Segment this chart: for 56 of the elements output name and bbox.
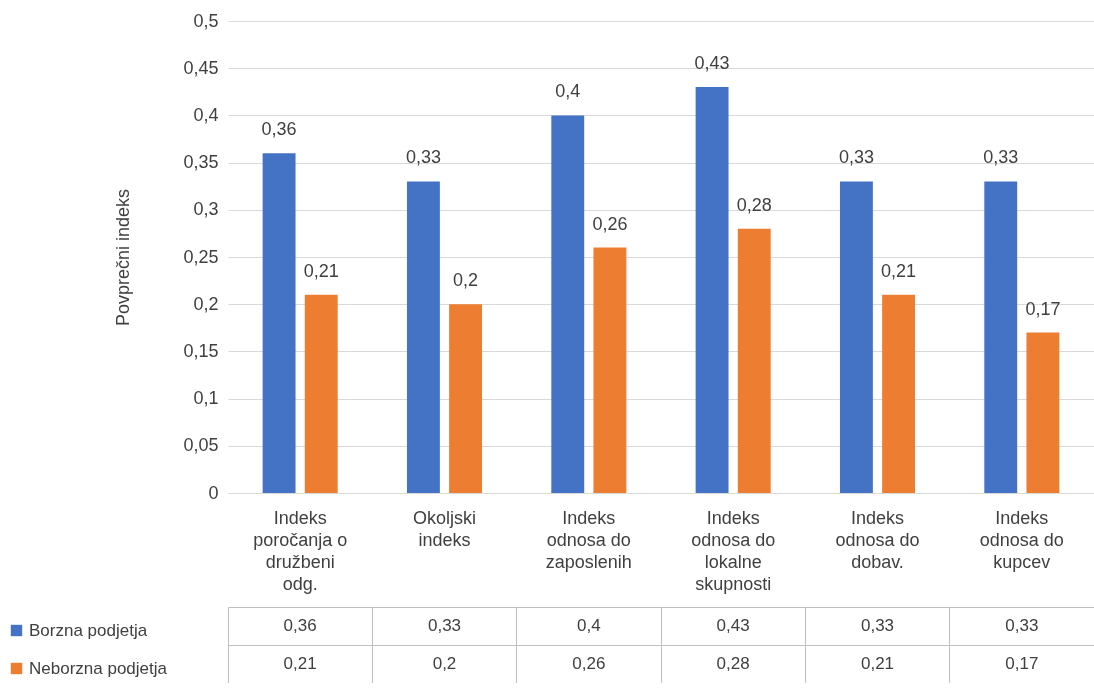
text: 0,4 bbox=[555, 81, 581, 102]
y-tick-label: 0,3 bbox=[193, 199, 219, 220]
text: 0,33 bbox=[983, 147, 1019, 168]
y-tick-label: 0,25 bbox=[183, 246, 219, 267]
text: 0,17 bbox=[1025, 298, 1061, 319]
text: 0,33 bbox=[838, 147, 874, 168]
x-tick-label: Okoljski indeks bbox=[412, 507, 477, 550]
y-tick-label: 0,35 bbox=[183, 152, 219, 173]
x-tick-label: Indeks odnosa do kupcev bbox=[979, 507, 1064, 572]
data-label: 0,17 bbox=[1005, 654, 1039, 673]
data-label: 0,36 bbox=[283, 616, 317, 635]
bar bbox=[839, 181, 873, 493]
text: 0,33 bbox=[405, 147, 441, 168]
bar bbox=[737, 228, 771, 493]
data-label: 0,33 bbox=[860, 616, 895, 635]
bar bbox=[1026, 332, 1060, 493]
bar bbox=[593, 247, 627, 493]
data-label: 0,4 bbox=[577, 616, 601, 635]
y-tick-label: 0,4 bbox=[193, 104, 219, 125]
y-tick-label: 0,15 bbox=[183, 340, 219, 361]
bar bbox=[882, 294, 916, 493]
data-label: 0,21 bbox=[860, 654, 895, 673]
x-tick-label: Indeks odnosa do zaposlenih bbox=[545, 507, 632, 572]
x-tick-label: Indeks odnosa do lokalne skupnosti bbox=[691, 507, 776, 594]
text: 0,2 bbox=[453, 270, 479, 291]
bar bbox=[551, 115, 585, 493]
data-label: 0,43 bbox=[716, 616, 750, 635]
data-label: 0,33 bbox=[427, 616, 462, 635]
bar bbox=[406, 181, 440, 493]
text: 0,36 bbox=[261, 119, 297, 140]
data-label: 0,21 bbox=[283, 654, 317, 673]
text: 0,26 bbox=[592, 213, 628, 234]
text: 0,21 bbox=[881, 260, 917, 281]
y-tick-label: 0,45 bbox=[183, 57, 219, 78]
bar bbox=[262, 153, 296, 493]
y-tick-label: 0,05 bbox=[183, 435, 219, 456]
text: 0,28 bbox=[736, 194, 772, 215]
y-tick-label: 0,1 bbox=[193, 388, 219, 409]
data-label: 0,26 bbox=[572, 654, 606, 673]
bar bbox=[984, 181, 1018, 493]
data-label: 0,28 bbox=[716, 654, 750, 673]
text: 0,43 bbox=[694, 53, 730, 74]
data-label: 0,33 bbox=[1005, 616, 1039, 635]
bar bbox=[695, 87, 729, 493]
x-tick-label: Indeks odnosa do dobav. bbox=[835, 507, 920, 572]
bar bbox=[304, 294, 338, 493]
y-axis-title: Povprečni indeks bbox=[113, 188, 134, 327]
legend-label: Neborzna podjetja bbox=[29, 658, 168, 678]
legend-label: Borzna podjetja bbox=[29, 620, 148, 640]
data-label: 0,2 bbox=[432, 654, 457, 673]
text: 0,21 bbox=[303, 260, 339, 281]
bar bbox=[449, 304, 483, 493]
y-tick-label: 0 bbox=[208, 482, 219, 503]
y-tick-label: 0,5 bbox=[193, 10, 219, 31]
x-tick-label: Indeks poročanja o družbeni odg. bbox=[253, 507, 348, 594]
y-tick-label: 0,2 bbox=[193, 293, 219, 314]
